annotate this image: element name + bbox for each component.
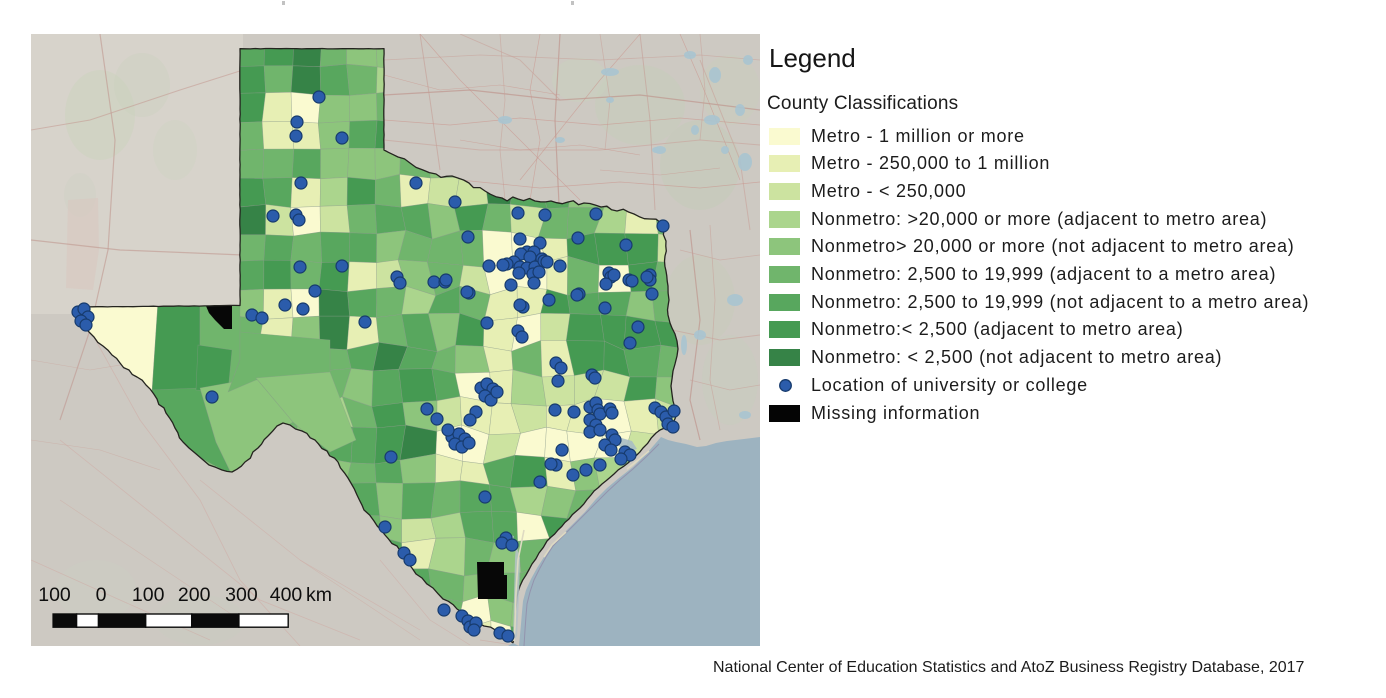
svg-text:100: 100 xyxy=(132,584,165,606)
svg-text:100: 100 xyxy=(38,584,71,606)
svg-text:300: 300 xyxy=(225,584,258,606)
svg-text:0: 0 xyxy=(96,584,107,606)
svg-text:km: km xyxy=(306,584,332,606)
svg-text:400: 400 xyxy=(270,584,303,606)
svg-text:200: 200 xyxy=(178,584,211,606)
